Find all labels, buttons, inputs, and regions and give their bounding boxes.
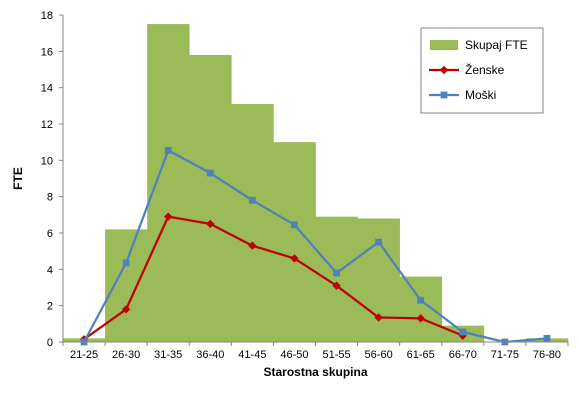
bar-56-60: [357, 218, 400, 342]
bar-36-40: [189, 54, 232, 342]
x-tick-label: 51-55: [322, 349, 350, 361]
series-line-Moški: [83, 149, 548, 344]
series-point-Moški-36-40: [206, 169, 214, 177]
x-tick-label: 41-45: [238, 349, 266, 361]
bar-26-30: [105, 229, 148, 342]
x-axis-title: Starostna skupina: [263, 365, 367, 379]
y-tick-label: 18: [41, 10, 53, 22]
y-tick-label: 14: [41, 83, 53, 95]
x-tick-label: 46-50: [280, 349, 308, 361]
y-axis-title: FTE: [11, 167, 25, 190]
series-line-Ženske: [83, 215, 464, 341]
series-point-Moški-56-60: [375, 238, 383, 246]
series-point-Ženske-36-40: [206, 219, 215, 229]
x-tick-label: 76-80: [533, 349, 561, 361]
series-point-Moški-26-30: [122, 259, 130, 267]
series-point-Ženske-41-45: [248, 241, 257, 250]
x-tick-label: 31-35: [154, 349, 182, 361]
series-point-Ženske-46-50: [290, 254, 299, 263]
legend-marker-Moški: [440, 91, 448, 99]
x-tick-label: 36-40: [196, 349, 224, 361]
legend-label: Ženske: [465, 62, 505, 77]
x-tick-label: 66-70: [449, 349, 477, 361]
bar-61-65: [399, 276, 443, 342]
x-tick-label: 71-75: [491, 349, 519, 361]
x-tick-label: 26-30: [112, 349, 140, 361]
series-point-Moški-31-35: [164, 146, 172, 154]
bar-51-55: [315, 216, 358, 342]
y-tick-label: 16: [41, 46, 53, 58]
series-point-Ženske-56-60: [374, 313, 383, 322]
bar-41-45: [231, 104, 274, 343]
series-point-Moški-66-70: [459, 328, 467, 336]
y-tick-label: 0: [47, 337, 53, 349]
y-tick-label: 8: [47, 192, 53, 204]
bar-31-35: [147, 24, 190, 343]
series-point-Moški-76-80: [543, 334, 551, 342]
legend-label: Skupaj FTE: [465, 38, 528, 52]
legend-label: Moški: [465, 88, 496, 102]
legend-swatch-Skupaj FTE: [430, 40, 458, 50]
series-point-Moški-51-55: [333, 269, 340, 277]
y-tick-label: 12: [41, 119, 53, 131]
series-point-Ženske-31-35: [164, 212, 173, 221]
y-tick-label: 6: [47, 228, 53, 240]
series-point-Ženske-26-30: [121, 305, 131, 314]
series-point-Moški-61-65: [417, 296, 425, 304]
legend-marker-Ženske: [439, 65, 449, 75]
series-point-Moški-41-45: [248, 196, 256, 204]
y-tick-label: 10: [41, 155, 53, 167]
x-tick-label: 56-60: [365, 349, 393, 361]
series-point-Ženske-61-65: [416, 314, 425, 323]
series-point-Ženske-51-55: [332, 281, 341, 290]
x-tick-label: 61-65: [407, 349, 435, 361]
y-tick-label: 2: [47, 301, 53, 313]
legend: Skupaj FTE Ženske Moški: [420, 27, 544, 114]
series-point-Moški-46-50: [291, 221, 298, 229]
y-tick-label: 4: [47, 264, 53, 276]
x-tick-label: 21-25: [70, 349, 98, 361]
